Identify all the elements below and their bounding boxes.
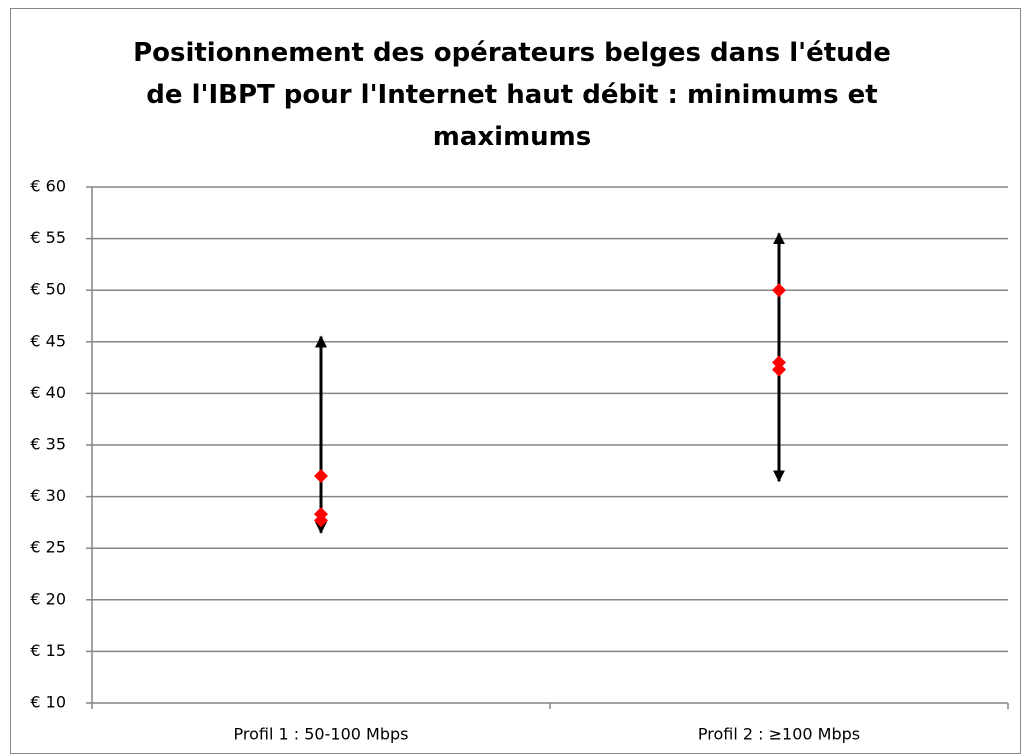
y-tick-label: € 10 bbox=[30, 693, 66, 712]
point bbox=[772, 355, 786, 370]
chart-border bbox=[10, 8, 1021, 754]
y-tick-label: € 35 bbox=[30, 435, 66, 454]
x-tick-label: Profil 2 : ≥100 Mbps bbox=[698, 725, 860, 744]
y-tick-label: € 50 bbox=[30, 280, 66, 299]
point bbox=[314, 513, 328, 528]
chart-title: Positionnement des opérateurs belges dan… bbox=[133, 38, 891, 152]
y-tick-label: € 45 bbox=[30, 331, 66, 350]
y-tick-label: € 55 bbox=[30, 228, 66, 247]
y-tick-label: € 60 bbox=[30, 177, 66, 196]
y-tick-label: € 25 bbox=[30, 538, 66, 557]
y-tick-label: € 40 bbox=[30, 383, 66, 402]
x-tick-label: Profil 1 : 50-100 Mbps bbox=[234, 725, 409, 744]
point bbox=[314, 468, 328, 483]
y-tick-label: € 20 bbox=[30, 589, 66, 608]
point bbox=[772, 283, 786, 298]
point bbox=[772, 362, 786, 377]
y-tick-label: € 15 bbox=[30, 641, 66, 660]
y-tick-label: € 30 bbox=[30, 486, 66, 505]
